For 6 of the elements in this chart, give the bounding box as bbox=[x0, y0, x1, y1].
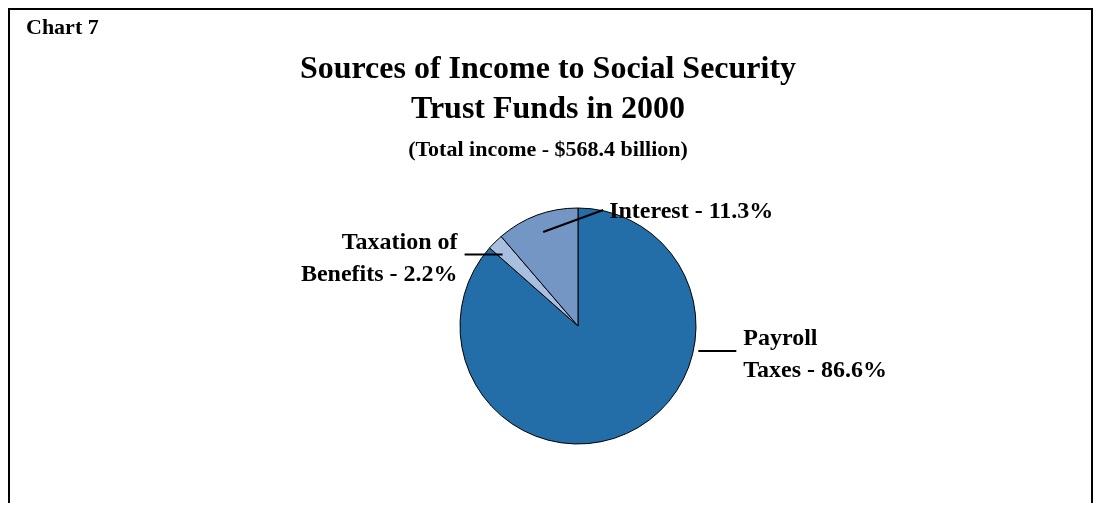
slice-label: Payroll Taxes - 86.6% bbox=[743, 324, 888, 382]
chart-title: Sources of Income to Social Security Trust Funds in 2000 bbox=[299, 49, 797, 125]
slice-label: Interest - 11.3% bbox=[609, 196, 774, 223]
chart-subtitle: (Total income - $568.4 billion) bbox=[408, 136, 688, 161]
caption: Chart 7 bbox=[26, 14, 99, 39]
slice-label: Taxation of Benefits - 2.2% bbox=[300, 227, 459, 286]
